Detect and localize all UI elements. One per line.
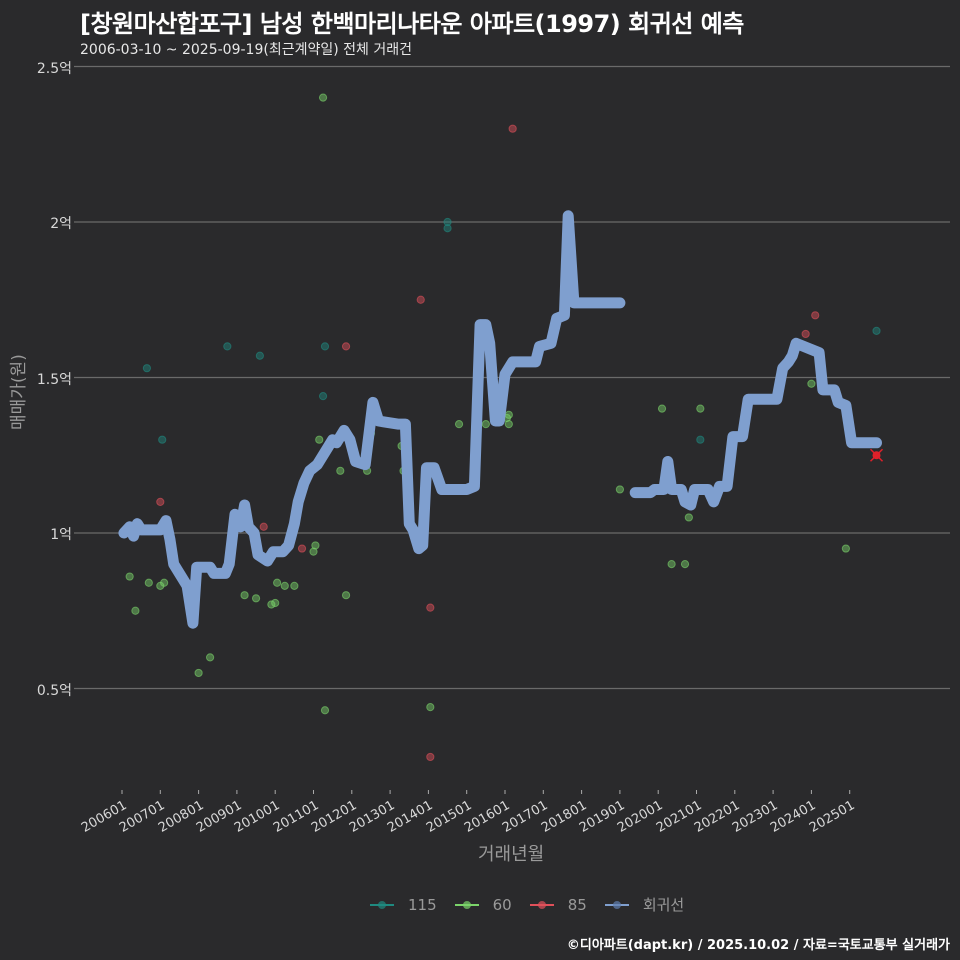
legend-item-60[interactable]: 60 [454, 895, 512, 914]
data-point [320, 706, 330, 715]
data-point [684, 513, 693, 522]
data-point [657, 404, 667, 413]
data-point [508, 124, 517, 133]
data-point [158, 435, 167, 444]
y-tick-label: 1.5억 [36, 371, 72, 388]
data-point [615, 485, 625, 494]
legend-label: 60 [492, 895, 512, 914]
data-point [131, 606, 140, 615]
data-point [504, 420, 513, 429]
data-point [443, 217, 452, 227]
regression-line [118, 210, 626, 629]
data-point [336, 466, 345, 475]
data-point [259, 522, 268, 531]
data-point [696, 404, 705, 413]
data-point [443, 224, 452, 233]
legend: 115 60 85 회귀선 [370, 894, 694, 915]
data-point [160, 578, 169, 587]
data-point [320, 342, 330, 351]
data-point [290, 581, 299, 590]
legend-key-icon [370, 899, 394, 911]
data-point [311, 541, 320, 550]
regression-line [629, 337, 882, 511]
data-point [680, 560, 690, 569]
legend-key-icon [529, 899, 554, 911]
legend-label: 115 [408, 895, 437, 914]
data-point [156, 497, 165, 506]
y-tick-label: 2.5억 [36, 60, 72, 77]
chart-title: [창원마산합포구] 남성 한백마리나타운 아파트(1997) 회귀선 예측 [80, 10, 744, 38]
legend-key-icon [454, 899, 479, 911]
data-point [426, 603, 435, 612]
chart-subtitle: 2006-03-10 ~ 2025-09-19(최근계약일) 전체 거래건 [80, 42, 412, 58]
legend-label: 85 [567, 895, 587, 914]
data-point [297, 544, 307, 553]
data-point [315, 435, 324, 444]
data-point [416, 295, 425, 304]
data-point [255, 351, 264, 360]
legend-item-regression[interactable]: 회귀선 [604, 894, 685, 915]
data-point [481, 420, 490, 429]
data-point [205, 653, 215, 662]
data-point [273, 578, 282, 587]
data-point [504, 410, 513, 419]
data-point [696, 435, 705, 444]
source-credit: ©디아파트(dapt.kr) / 2025.10.02 / 자료=국토교통부 실… [566, 938, 950, 953]
legend-item-115[interactable]: 115 [370, 896, 437, 914]
data-point [807, 379, 816, 388]
y-tick-label: 0.5억 [36, 682, 72, 699]
y-axis-label: 매매가(원) [9, 354, 29, 430]
data-point [223, 342, 232, 351]
data-point [667, 560, 676, 569]
data-point [811, 311, 820, 320]
data-point [841, 544, 850, 553]
data-point [801, 329, 810, 339]
data-point [426, 703, 435, 712]
data-point [318, 392, 328, 401]
data-point [142, 364, 151, 373]
y-tick-label: 2억 [50, 216, 72, 232]
data-point [251, 594, 261, 603]
data-point [341, 591, 351, 600]
legend-label: 회귀선 [642, 896, 685, 914]
data-point [309, 547, 318, 556]
y-tick-label: 1억 [50, 527, 72, 543]
x-axis-label: 거래년월 [478, 844, 545, 865]
data-point [240, 591, 249, 600]
data-point [872, 326, 881, 335]
data-point [280, 581, 289, 590]
data-point [194, 668, 203, 678]
data-point [341, 342, 351, 351]
data-point [454, 420, 464, 429]
data-point [318, 93, 328, 102]
legend-item-85[interactable]: 85 [529, 895, 587, 914]
data-point [125, 572, 134, 581]
data-point [426, 752, 435, 762]
data-point [144, 578, 153, 587]
data-point [271, 598, 280, 608]
legend-key-icon [604, 899, 629, 911]
